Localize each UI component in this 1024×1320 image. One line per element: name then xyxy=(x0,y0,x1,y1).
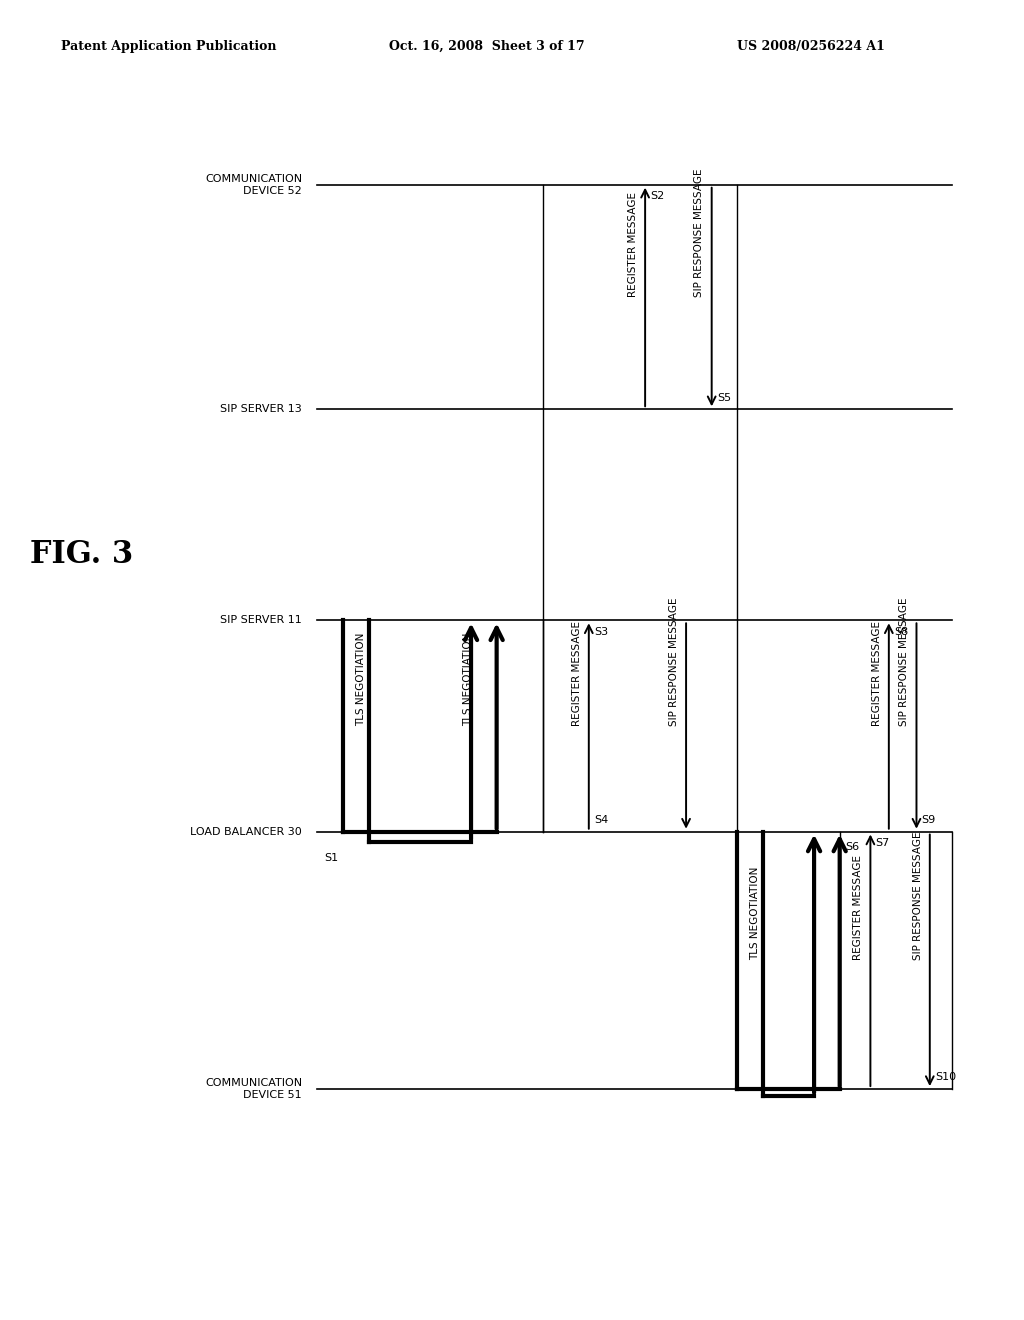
Text: S7: S7 xyxy=(876,838,890,849)
Text: SIP SERVER 13: SIP SERVER 13 xyxy=(220,404,302,414)
Text: TLS NEGOTIATION: TLS NEGOTIATION xyxy=(751,867,760,961)
Text: SIP RESPONSE MESSAGE: SIP RESPONSE MESSAGE xyxy=(899,598,909,726)
Text: TLS NEGOTIATION: TLS NEGOTIATION xyxy=(356,632,366,726)
Text: S6: S6 xyxy=(845,842,859,853)
Text: COMMUNICATION
DEVICE 51: COMMUNICATION DEVICE 51 xyxy=(205,1078,302,1100)
Text: REGISTER MESSAGE: REGISTER MESSAGE xyxy=(628,191,638,297)
Text: SIP RESPONSE MESSAGE: SIP RESPONSE MESSAGE xyxy=(694,169,705,297)
Text: FIG. 3: FIG. 3 xyxy=(31,539,133,570)
Text: SIP RESPONSE MESSAGE: SIP RESPONSE MESSAGE xyxy=(912,832,923,961)
Text: S8: S8 xyxy=(894,627,908,638)
Text: US 2008/0256224 A1: US 2008/0256224 A1 xyxy=(737,40,885,53)
Text: S10: S10 xyxy=(935,1072,956,1082)
Text: Oct. 16, 2008  Sheet 3 of 17: Oct. 16, 2008 Sheet 3 of 17 xyxy=(389,40,585,53)
Text: COMMUNICATION
DEVICE 52: COMMUNICATION DEVICE 52 xyxy=(205,174,302,195)
Text: SIP SERVER 11: SIP SERVER 11 xyxy=(220,615,302,626)
Text: TLS NEGOTIATION: TLS NEGOTIATION xyxy=(464,632,473,726)
Text: S3: S3 xyxy=(594,627,608,638)
Text: REGISTER MESSAGE: REGISTER MESSAGE xyxy=(571,620,582,726)
Text: S4: S4 xyxy=(594,814,608,825)
Text: Patent Application Publication: Patent Application Publication xyxy=(61,40,276,53)
Text: LOAD BALANCER 30: LOAD BALANCER 30 xyxy=(190,826,302,837)
Text: REGISTER MESSAGE: REGISTER MESSAGE xyxy=(853,855,863,961)
Text: S2: S2 xyxy=(650,191,665,202)
Text: S1: S1 xyxy=(324,853,338,863)
Text: REGISTER MESSAGE: REGISTER MESSAGE xyxy=(871,620,882,726)
Text: SIP RESPONSE MESSAGE: SIP RESPONSE MESSAGE xyxy=(669,598,679,726)
Text: S5: S5 xyxy=(717,392,731,403)
Text: S9: S9 xyxy=(922,814,936,825)
